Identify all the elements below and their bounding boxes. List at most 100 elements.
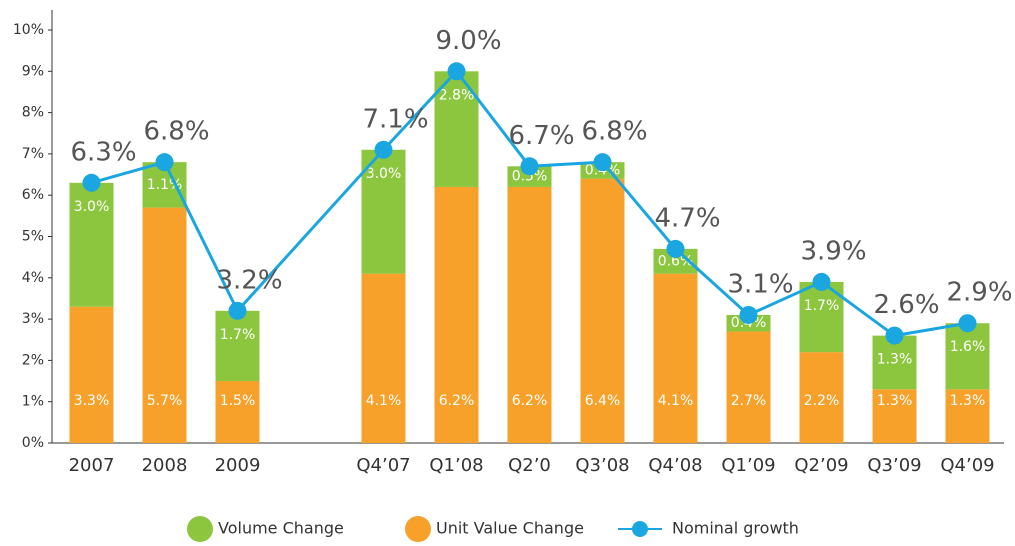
y-tick-label: 6% bbox=[22, 187, 44, 203]
bar-segment bbox=[434, 186, 479, 443]
line-segment bbox=[894, 321, 968, 338]
legend-marker bbox=[187, 516, 213, 542]
bar-segment bbox=[945, 323, 990, 390]
bar-label: 1.6% bbox=[950, 339, 986, 355]
y-tick-label: 10% bbox=[13, 22, 44, 38]
line-point bbox=[155, 153, 174, 172]
bar-label: 2.2% bbox=[804, 393, 840, 409]
line-segment bbox=[455, 70, 531, 168]
x-tick-label: 2008 bbox=[142, 455, 188, 476]
point-label: 9.0% bbox=[435, 26, 501, 56]
bar-segment bbox=[799, 352, 844, 443]
bar-segment bbox=[361, 273, 406, 443]
bar-label: 6.2% bbox=[439, 393, 475, 409]
bar-segment bbox=[872, 389, 917, 443]
line-segment bbox=[382, 70, 458, 151]
legend-label: Volume Change bbox=[218, 519, 344, 538]
point-label: 6.7% bbox=[508, 121, 574, 151]
x-tick-label: Q2’09 bbox=[794, 455, 848, 476]
bar-segment bbox=[507, 166, 552, 187]
bar-label: 3.3% bbox=[74, 393, 110, 409]
y-tick-label: 0% bbox=[22, 435, 44, 451]
bar-segment bbox=[726, 331, 771, 443]
bar-segment bbox=[507, 186, 552, 443]
bar-label: 5.7% bbox=[147, 393, 183, 409]
point-label: 3.2% bbox=[216, 265, 282, 295]
y-tick-label: 2% bbox=[22, 352, 44, 368]
x-tick-label: Q2’0 bbox=[508, 455, 551, 476]
line-point bbox=[593, 153, 612, 172]
y-tick-label: 4% bbox=[22, 270, 44, 286]
bar-label: 0.5% bbox=[512, 169, 548, 185]
y-tick-label: 5% bbox=[22, 229, 44, 245]
legend-label: Nominal growth bbox=[672, 519, 799, 538]
bar-label: 1.5% bbox=[220, 393, 256, 409]
bar-label: 3.0% bbox=[366, 166, 402, 182]
line-segment bbox=[163, 161, 239, 312]
bar-label: 1.7% bbox=[804, 298, 840, 314]
legend-marker bbox=[632, 521, 648, 537]
line-point bbox=[228, 301, 247, 320]
y-tick-label: 3% bbox=[22, 311, 44, 327]
bar-label: 3.0% bbox=[74, 199, 110, 215]
point-label: 6.8% bbox=[581, 117, 647, 147]
bar-label: 1.3% bbox=[877, 393, 913, 409]
y-tick-label: 7% bbox=[22, 146, 44, 162]
bar-segment bbox=[580, 178, 625, 443]
bar-label: 1.7% bbox=[220, 327, 256, 343]
bar-segment bbox=[142, 207, 187, 443]
line-point bbox=[520, 157, 539, 176]
point-label: 3.9% bbox=[800, 236, 866, 266]
x-tick-label: Q3’08 bbox=[575, 455, 629, 476]
x-tick-label: Q4’07 bbox=[356, 455, 410, 476]
bar-segment bbox=[361, 149, 406, 274]
bar-label: 4.1% bbox=[658, 393, 694, 409]
line-segment bbox=[747, 280, 823, 317]
x-tick-label: Q4’09 bbox=[940, 455, 994, 476]
line-point bbox=[812, 272, 831, 291]
line-point bbox=[666, 239, 685, 258]
point-label: 6.8% bbox=[143, 117, 209, 147]
line-segment bbox=[91, 160, 165, 185]
point-label: 2.6% bbox=[873, 290, 939, 320]
line-point bbox=[447, 62, 466, 81]
bar-segment bbox=[945, 389, 990, 443]
point-label: 3.1% bbox=[727, 269, 793, 299]
bar-label: 2.8% bbox=[439, 87, 475, 103]
x-tick-label: Q1’09 bbox=[721, 455, 775, 476]
line-segment bbox=[529, 160, 603, 168]
line-point bbox=[374, 140, 393, 159]
bar-label: 6.4% bbox=[585, 393, 621, 409]
x-tick-label: 2007 bbox=[69, 455, 115, 476]
y-tick-label: 1% bbox=[22, 394, 44, 410]
x-tick-label: Q4’08 bbox=[648, 455, 702, 476]
bar-segment bbox=[215, 310, 260, 382]
x-tick-label: Q3’09 bbox=[867, 455, 921, 476]
y-tick-label: 9% bbox=[22, 63, 44, 79]
point-label: 2.9% bbox=[946, 278, 1012, 308]
line-point bbox=[958, 314, 977, 333]
point-label: 6.3% bbox=[70, 137, 136, 167]
bar-label: 1.3% bbox=[877, 352, 913, 368]
line-segment bbox=[236, 148, 385, 312]
x-tick-label: 2009 bbox=[215, 455, 261, 476]
bar-label: 2.7% bbox=[731, 393, 767, 409]
bar-label: 1.3% bbox=[950, 393, 986, 409]
legend-marker bbox=[405, 516, 431, 542]
bar-segment bbox=[653, 273, 698, 443]
bar-segment bbox=[69, 306, 114, 443]
bar-label: 6.2% bbox=[512, 393, 548, 409]
line-segment bbox=[820, 280, 896, 337]
line-point bbox=[82, 173, 101, 192]
line-segment bbox=[674, 247, 750, 317]
line-segment bbox=[601, 161, 677, 250]
bar-label: 4.1% bbox=[366, 393, 402, 409]
bar-segment bbox=[215, 381, 260, 443]
point-label: 4.7% bbox=[654, 203, 720, 233]
x-tick-label: Q1’08 bbox=[429, 455, 483, 476]
bar-segment bbox=[69, 182, 114, 307]
y-tick-label: 8% bbox=[22, 105, 44, 121]
point-label: 7.1% bbox=[362, 104, 428, 134]
line-point bbox=[885, 326, 904, 345]
